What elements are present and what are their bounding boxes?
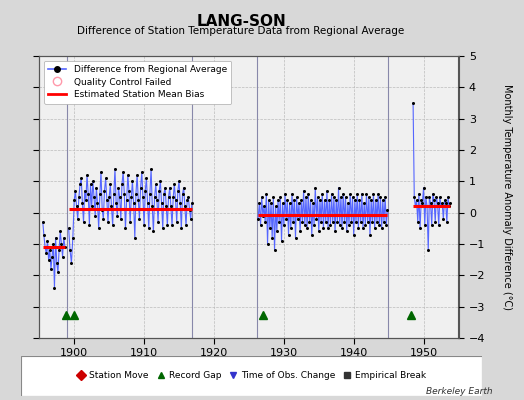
Legend: Difference from Regional Average, Quality Control Failed, Estimated Station Mean: Difference from Regional Average, Qualit… (44, 60, 232, 104)
Text: Difference of Station Temperature Data from Regional Average: Difference of Station Temperature Data f… (78, 26, 405, 36)
Y-axis label: Monthly Temperature Anomaly Difference (°C): Monthly Temperature Anomaly Difference (… (502, 84, 512, 310)
Legend: Station Move, Record Gap, Time of Obs. Change, Empirical Break: Station Move, Record Gap, Time of Obs. C… (74, 369, 429, 383)
Text: LANG-SON: LANG-SON (196, 14, 286, 29)
Text: Berkeley Earth: Berkeley Earth (426, 387, 493, 396)
FancyBboxPatch shape (21, 356, 482, 396)
